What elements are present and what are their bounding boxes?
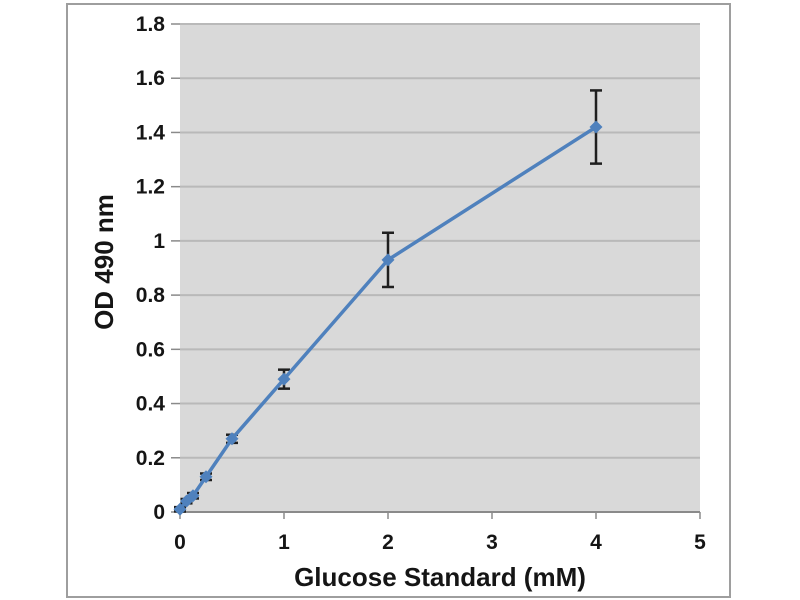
data-points: [173, 120, 603, 516]
y-tick-label: 0: [153, 501, 165, 524]
x-tick-label: 5: [694, 531, 706, 554]
data-point-marker: [186, 489, 200, 503]
y-tick-label: 0.2: [136, 447, 165, 470]
y-tick-labels: 0 0.2 0.4 0.6 0.8 1 1.2 1.4 1.6 1.8: [136, 13, 166, 524]
x-tick-label: 4: [590, 531, 602, 554]
x-tick-labels: 0 1 2 3 4 5: [174, 531, 706, 554]
data-point-marker: [277, 372, 291, 386]
x-axis-title: Glucose Standard (mM): [294, 562, 586, 592]
data-point-marker: [589, 120, 603, 134]
x-tick-label: 2: [382, 531, 394, 554]
data-point-marker: [173, 502, 187, 516]
y-tick-label: 1.6: [136, 67, 165, 90]
y-axis-title: OD 490 nm: [89, 194, 119, 330]
y-tick-label: 1.4: [136, 121, 166, 144]
y-tick-label: 0.8: [136, 284, 166, 307]
x-tick-label: 3: [486, 531, 498, 554]
y-tick-label: 1: [153, 230, 165, 253]
y-tick-label: 1.2: [136, 176, 165, 199]
y-tick-label: 0.6: [136, 338, 165, 361]
x-tick-label: 0: [174, 531, 186, 554]
data-point-marker: [381, 253, 395, 267]
data-point-marker: [225, 432, 239, 446]
data-point-marker: [199, 470, 213, 484]
y-tick-label: 0.4: [136, 393, 166, 416]
plot-area: [180, 24, 700, 512]
x-tick-label: 1: [278, 531, 290, 554]
gridlines: [180, 23, 700, 513]
y-tick-label: 1.8: [136, 13, 166, 36]
